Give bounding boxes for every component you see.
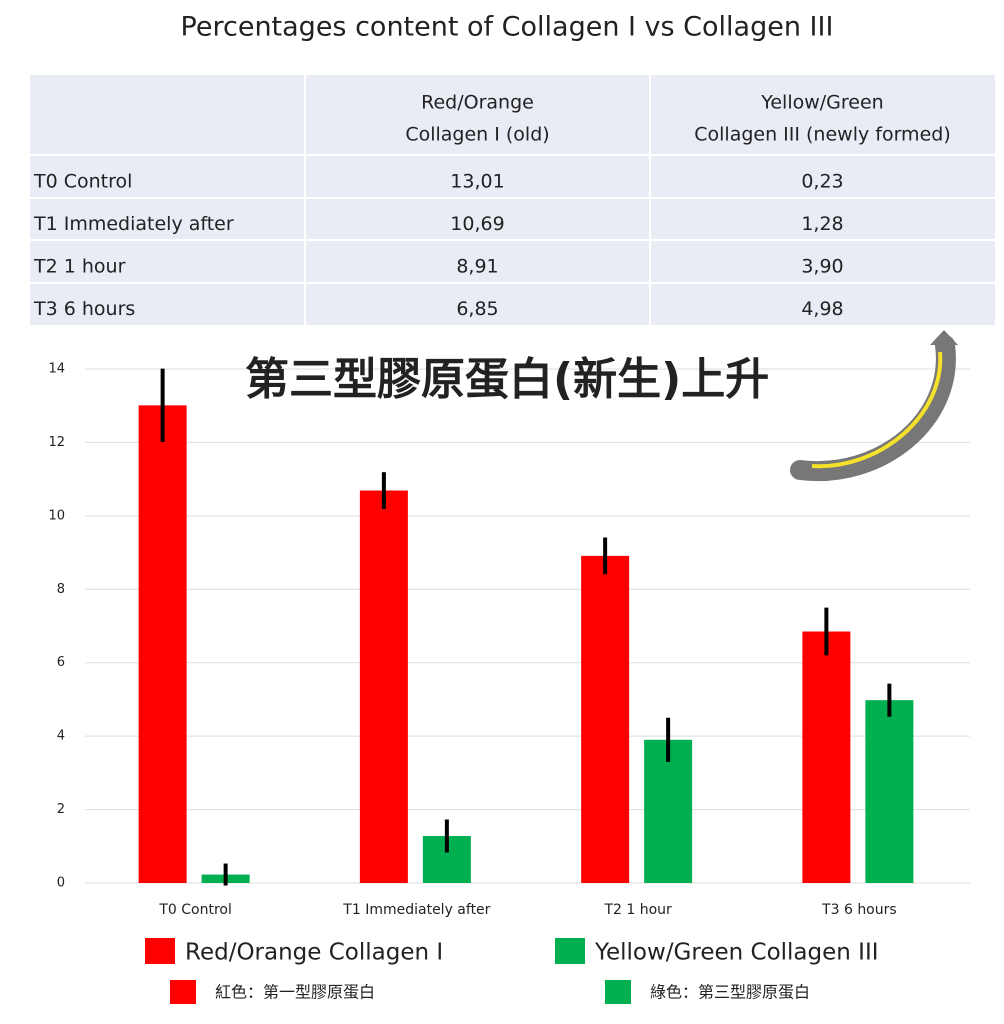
bar	[865, 700, 914, 883]
plot: 0 2 4 6 8 10 12 14 T0 Control T1 Immediately afte…	[48, 362, 970, 1004]
table-cell: 8,91	[456, 256, 498, 278]
arrow-highlight	[811, 351, 943, 469]
table-cell: 3,90	[801, 256, 843, 278]
table-cell: 13,01	[450, 171, 504, 193]
arrow-head	[930, 330, 958, 345]
y-tick-label: 0	[57, 876, 65, 891]
x-tick-label: T0 Control	[158, 902, 232, 918]
x-tick-label: T3 6 hours	[821, 902, 897, 918]
row-label: T1 Immediately after	[33, 213, 234, 235]
row-label: T2 1 hour	[33, 256, 126, 278]
column-header: Collagen I (old)	[405, 124, 549, 146]
legend-label: Red/Orange Collagen I	[185, 940, 443, 966]
x-tick-label: T2 1 hour	[603, 902, 672, 918]
legend-note-swatch	[170, 980, 196, 1004]
table-cell: 4,98	[801, 298, 843, 320]
arrow	[790, 335, 956, 482]
legend-swatch	[555, 938, 585, 964]
table-cell: 10,69	[450, 213, 504, 235]
bar	[802, 631, 851, 883]
annotation: 第三型膠原蛋白(新生)上升	[245, 354, 769, 405]
bar	[644, 739, 693, 883]
y-tick-label: 14	[48, 362, 65, 377]
bar	[138, 405, 187, 883]
x-tick-label: T1 Immediately after	[342, 902, 490, 918]
table-cell: 0,23	[801, 171, 843, 193]
legend-note-swatch	[605, 980, 631, 1004]
y-tick-label: 4	[57, 729, 65, 744]
chart-title: Percentages content of Collagen I vs Col…	[181, 12, 834, 43]
y-tick-label: 2	[57, 802, 65, 817]
legend-note: 紅色：第一型膠原蛋白	[215, 983, 375, 1002]
table: Red/Orange Collagen I (old) Yellow/Green Co…	[30, 75, 995, 325]
column-header: Collagen III (newly formed)	[694, 124, 950, 146]
y-tick-label: 12	[48, 435, 65, 450]
column-header: Yellow/Green	[760, 92, 883, 114]
y-tick-label: 8	[57, 582, 65, 597]
bar	[359, 490, 408, 883]
bar	[581, 555, 630, 883]
y-tick-label: 10	[48, 508, 65, 523]
row-label: T0 Control	[33, 171, 132, 193]
legend-swatch	[145, 938, 175, 964]
column-header: Red/Orange	[421, 92, 534, 114]
y-tick-label: 6	[57, 655, 65, 670]
legend-label: Yellow/Green Collagen III	[594, 940, 879, 966]
row-label: T3 6 hours	[33, 298, 135, 320]
table-cell: 1,28	[801, 213, 843, 235]
table-cell: 6,85	[456, 298, 498, 320]
legend-note: 綠色：第三型膠原蛋白	[650, 983, 810, 1002]
